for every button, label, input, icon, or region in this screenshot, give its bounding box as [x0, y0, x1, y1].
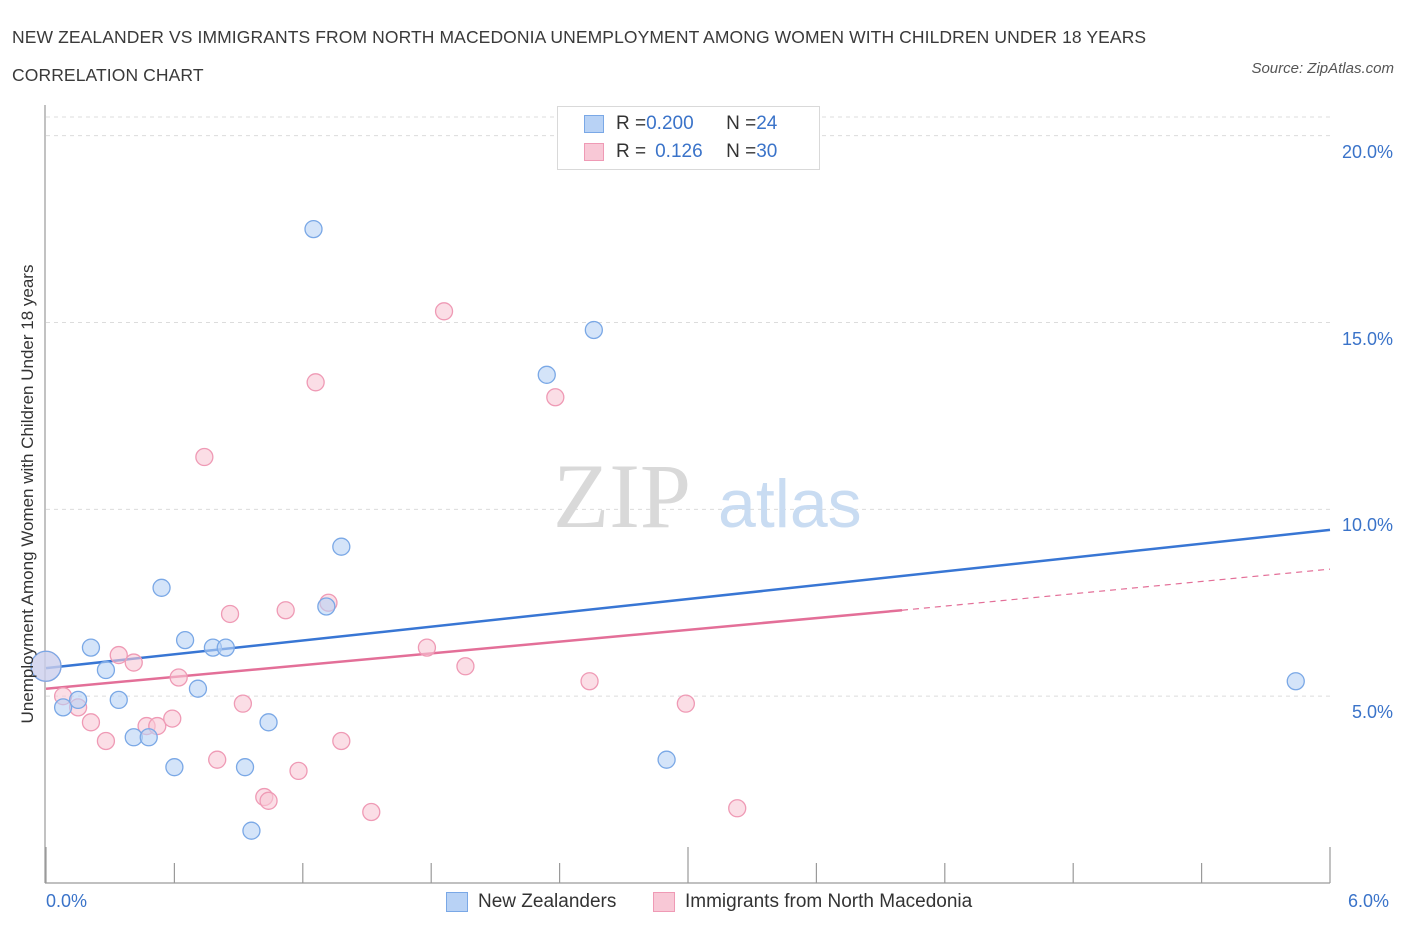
point-north-macedonia — [124, 653, 143, 672]
point-new-zealanders — [188, 679, 208, 698]
point-new-zealanders — [53, 698, 73, 717]
correlation-legend: R = 0.200 N = 24 R = 0.126 N = 30 — [557, 106, 820, 170]
blue-swatch-icon — [584, 115, 604, 133]
legend-row-new-zealanders: R = 0.200 N = 24 — [584, 112, 777, 136]
point-north-macedonia — [332, 731, 351, 751]
grid-lines — [46, 116, 1330, 697]
point-north-macedonia — [220, 604, 240, 624]
y-tick-label: 10.0% — [1341, 515, 1393, 536]
point-new-zealanders — [584, 320, 603, 340]
point-new-zealanders — [332, 537, 351, 556]
watermark-atlas: atlas — [718, 466, 862, 542]
pink-swatch-icon — [584, 143, 604, 161]
point-new-zealanders — [81, 638, 101, 657]
point-new-zealanders — [175, 630, 195, 650]
point-north-macedonia — [289, 761, 308, 781]
point-new-zealanders — [68, 690, 88, 710]
trend-extension-north-macedonia — [901, 568, 1331, 611]
legend-item-new-zealanders: New Zealanders — [446, 889, 616, 915]
watermark: ZIP atlas — [553, 445, 862, 547]
point-new-zealanders — [235, 758, 255, 777]
point-north-macedonia — [233, 694, 253, 713]
source-label: Source: ZipAtlas.com — [1251, 60, 1394, 77]
point-north-macedonia — [546, 388, 565, 407]
n-label: N = — [726, 113, 757, 134]
legend-row-north-macedonia: R = 0.126 N = 30 — [584, 140, 777, 164]
point-new-zealanders — [537, 365, 556, 384]
point-north-macedonia — [580, 672, 599, 691]
point-north-macedonia — [306, 373, 325, 392]
y-tick-label: 15.0% — [1341, 328, 1393, 349]
point-new-zealanders — [317, 597, 336, 616]
trend-lines — [45, 528, 1331, 690]
point-new-zealanders — [109, 690, 128, 710]
legend-label: Immigrants from North Macedonia — [685, 891, 973, 912]
axes — [44, 105, 1331, 884]
point-north-macedonia — [456, 657, 475, 676]
point-north-macedonia — [81, 713, 101, 732]
point-new-zealanders — [259, 713, 278, 732]
watermark-zip: ZIP — [553, 445, 691, 547]
point-new-zealanders — [165, 758, 184, 777]
trend-line-north-macedonia — [45, 608, 903, 690]
point-north-macedonia — [109, 645, 128, 665]
trend-line-new-zealanders — [45, 528, 1331, 670]
legend-label: New Zealanders — [478, 891, 617, 912]
blue-swatch-icon — [446, 892, 468, 912]
point-new-zealanders — [242, 821, 261, 840]
y-axis-label: Unemployment Among Women with Children U… — [18, 264, 37, 724]
point-north-macedonia — [728, 799, 747, 818]
n-value: 30 — [756, 141, 778, 162]
point-north-macedonia — [676, 694, 696, 713]
x-tick-label-min: 0.0% — [46, 891, 88, 911]
n-label: N = — [726, 141, 757, 162]
point-new-zealanders — [216, 638, 235, 657]
point-north-macedonia — [96, 731, 116, 751]
r-label: R = — [616, 141, 647, 162]
point-new-zealanders — [1286, 672, 1305, 691]
point-new-zealanders — [304, 219, 323, 239]
point-new-zealanders — [657, 750, 676, 769]
point-north-macedonia — [417, 638, 437, 657]
point-north-macedonia — [195, 447, 214, 467]
point-new-zealanders — [139, 728, 158, 747]
data-points — [30, 219, 1305, 840]
point-north-macedonia — [169, 668, 188, 687]
n-value: 24 — [756, 113, 778, 134]
y-tick-label: 20.0% — [1341, 141, 1393, 162]
point-new-zealanders — [152, 578, 171, 597]
point-north-macedonia — [208, 750, 227, 769]
r-label: R = — [616, 113, 647, 134]
y-tick-label: 5.0% — [1351, 702, 1393, 723]
x-tick-label-max: 6.0% — [1348, 891, 1390, 911]
legend-item-north-macedonia: Immigrants from North Macedonia — [653, 889, 972, 915]
point-north-macedonia — [259, 791, 278, 810]
point-north-macedonia — [434, 302, 454, 321]
chart-title: NEW ZEALANDER VS IMMIGRANTS FROM NORTH M… — [12, 27, 1147, 85]
point-north-macedonia — [163, 709, 182, 728]
point-new-zealanders — [30, 650, 62, 682]
point-north-macedonia — [276, 601, 295, 620]
point-north-macedonia — [362, 802, 381, 822]
point-new-zealanders — [96, 660, 116, 680]
pink-swatch-icon — [653, 892, 675, 912]
r-value: 0.200 — [646, 113, 694, 134]
r-value: 0.126 — [655, 141, 703, 162]
